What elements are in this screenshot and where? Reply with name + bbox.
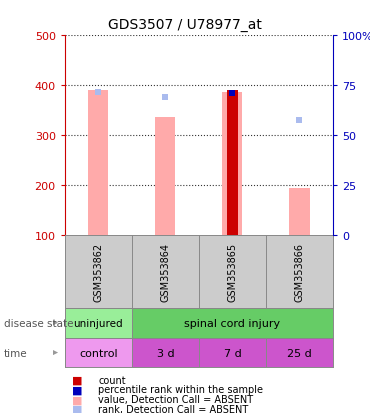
Text: uninjured: uninjured [74, 318, 123, 328]
Bar [289, 188, 310, 236]
Text: disease state: disease state [4, 318, 73, 328]
Bar [65, 338, 132, 368]
Bar [65, 308, 132, 338]
Text: ■: ■ [72, 375, 83, 385]
Bar [88, 90, 108, 236]
Bar [132, 308, 333, 338]
Text: 3 d: 3 d [157, 348, 174, 358]
Text: GSM353866: GSM353866 [295, 242, 305, 301]
Text: count: count [98, 375, 126, 385]
Text: 7 d: 7 d [223, 348, 241, 358]
Text: value, Detection Call = ABSENT: value, Detection Call = ABSENT [98, 394, 253, 404]
Polygon shape [53, 350, 58, 355]
Polygon shape [53, 320, 58, 325]
Bar [266, 338, 333, 368]
Bar [222, 93, 242, 236]
Text: ■: ■ [72, 385, 83, 394]
Text: GSM353865: GSM353865 [228, 242, 238, 301]
Text: rank, Detection Call = ABSENT: rank, Detection Call = ABSENT [98, 404, 248, 413]
Bar [199, 338, 266, 368]
Bar [227, 90, 238, 236]
Text: spinal cord injury: spinal cord injury [184, 318, 280, 328]
Text: ■: ■ [72, 404, 83, 413]
Text: 25 d: 25 d [287, 348, 312, 358]
Bar [132, 338, 199, 368]
Text: ■: ■ [72, 394, 83, 404]
Text: GSM353864: GSM353864 [160, 242, 170, 301]
Text: control: control [79, 348, 118, 358]
Text: GSM353862: GSM353862 [93, 242, 103, 301]
Text: GDS3507 / U78977_at: GDS3507 / U78977_at [108, 18, 262, 32]
Text: time: time [4, 348, 27, 358]
Text: percentile rank within the sample: percentile rank within the sample [98, 385, 263, 394]
Bar [155, 118, 175, 236]
